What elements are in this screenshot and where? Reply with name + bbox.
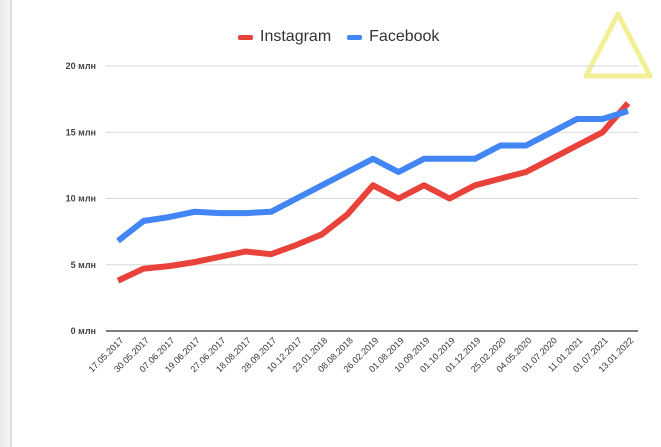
y-tick-label: 20 млн	[66, 61, 96, 71]
chart-legend: Instagram Facebook	[238, 28, 455, 46]
legend-swatch-instagram	[238, 34, 253, 40]
legend-label-facebook: Facebook	[369, 28, 440, 45]
gridlines	[106, 65, 638, 332]
series-lines	[116, 101, 631, 284]
y-tick-label: 5 млн	[71, 260, 96, 270]
y-tick-label: 15 млн	[66, 127, 96, 137]
x-axis-ticks: 17.05.201730.05.201707.06.201719.06.2017…	[86, 335, 635, 374]
left-edge-bar	[0, 0, 12, 447]
legend-item-instagram: Instagram	[238, 28, 331, 46]
y-tick-label: 10 млн	[66, 194, 96, 204]
series-line-instagram	[116, 101, 631, 284]
legend-label-instagram: Instagram	[260, 28, 332, 45]
y-tick-label: 0 млн	[71, 326, 96, 336]
y-axis-ticks: 0 млн 5 млн 10 млн 15 млн 20 млн	[66, 61, 96, 336]
legend-swatch-facebook	[347, 34, 363, 40]
legend-item-facebook: Facebook	[347, 28, 439, 46]
warning-triangle-icon	[583, 11, 653, 79]
series-line-facebook	[116, 108, 629, 244]
